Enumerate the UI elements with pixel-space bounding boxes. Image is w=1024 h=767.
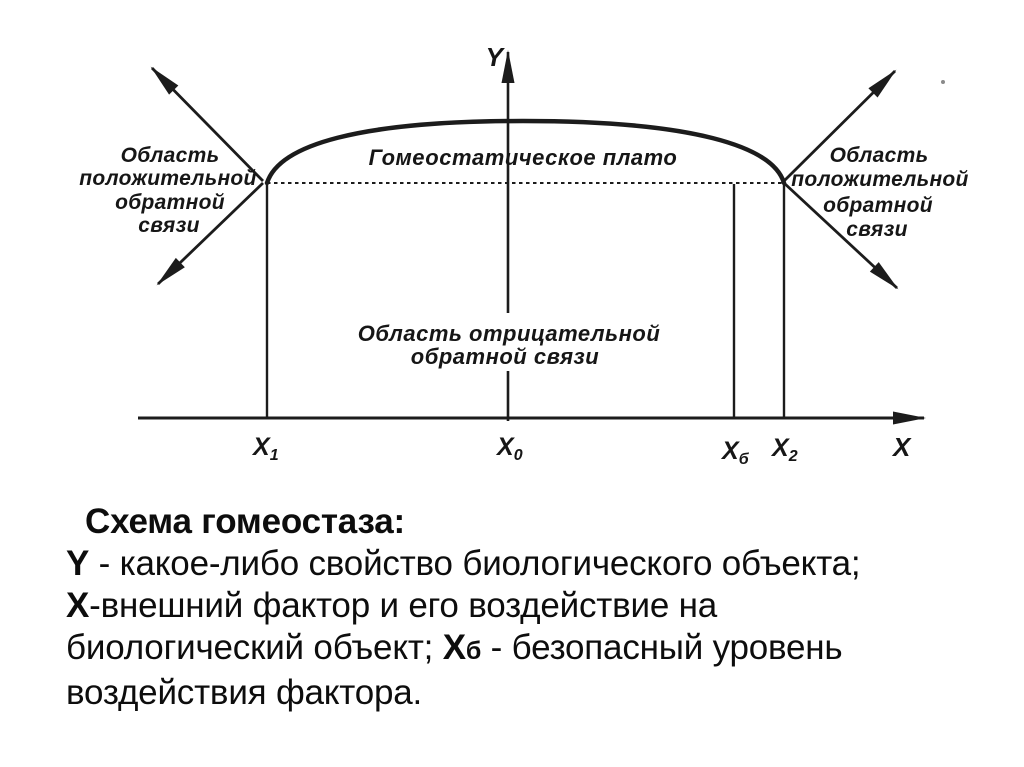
right-region-line4: связи [846,218,908,241]
left-region-line3: обратной [115,191,225,214]
caption-y-text: - какое-либо свойство биологического объ… [89,544,861,583]
caption-xb-symbol: Х [442,628,466,667]
caption-line-y: Y - какое-либо свойство биологического о… [66,543,996,585]
left-positive-feedback-label: Область положительной обратной связи [79,144,256,237]
caption-y-symbol: Y [66,544,90,583]
positive-feedback-arrow-up-right [783,69,897,182]
plateau-curve [264,118,787,186]
caption-end-text: воздействия фактора. [66,673,423,712]
x-axis-label: X [891,432,912,462]
caption-line-x: Х-внешний фактор и его воздействие на [66,585,996,627]
tick-x2-sub: 2 [788,448,798,465]
scan-artifact-dot [941,80,945,84]
negative-feedback-label-line1: Область отрицательной [358,321,661,346]
tick-x1-sub: 1 [270,447,279,464]
caption-x-symbol: Х [66,586,90,625]
caption-line-xb: биологический объект; Хб - безопасный ур… [66,627,996,672]
tick-xb-main: X [720,437,740,465]
y-axis-label: Y [486,42,506,72]
tick-x0-sub: 0 [514,447,523,464]
positive-feedback-arrow-down-left [156,181,264,286]
tick-label-xb: Xб [720,437,750,468]
left-region-line4: связи [138,214,200,237]
positive-feedback-arrow-up-left [150,66,264,182]
tick-x1-main: X [251,433,271,461]
left-region-line1: Область [121,144,220,167]
tick-label-x2: X2 [770,434,798,465]
tick-x0-main: X [495,433,515,461]
plateau-label: Гомеостатическое плато [369,145,678,170]
caption-xb-subscript: б [465,637,482,665]
homeostasis-diagram: Y X Гомеостатическое плато Область отриц… [79,42,968,468]
tick-xb-sub: б [739,451,750,468]
caption-x-text: -внешний фактор и его воздействие на [89,586,718,625]
right-region-line2: положительной [791,168,968,191]
left-region-line2: положительной [79,167,256,190]
positive-feedback-arrow-down-right [783,181,899,290]
caption-line-end: воздействия фактора. [66,672,996,714]
figure-caption: Схема гомеостаза: Y - какое-либо свойств… [66,501,996,714]
tick-x2-main: X [770,434,790,462]
right-region-line3: обратной [823,194,933,217]
caption-xb-pre: биологический объект; [66,628,443,667]
caption-title: Схема гомеостаза: [85,502,405,541]
tick-label-x1: X1 [251,433,279,464]
caption-xb-post: - безопасный уровень [481,628,843,667]
right-region-line1: Область [830,144,929,167]
right-positive-feedback-label: Область положительной обратной связи [791,144,968,241]
tick-label-x0: X0 [495,433,523,464]
negative-feedback-label-line2: обратной связи [411,344,599,369]
